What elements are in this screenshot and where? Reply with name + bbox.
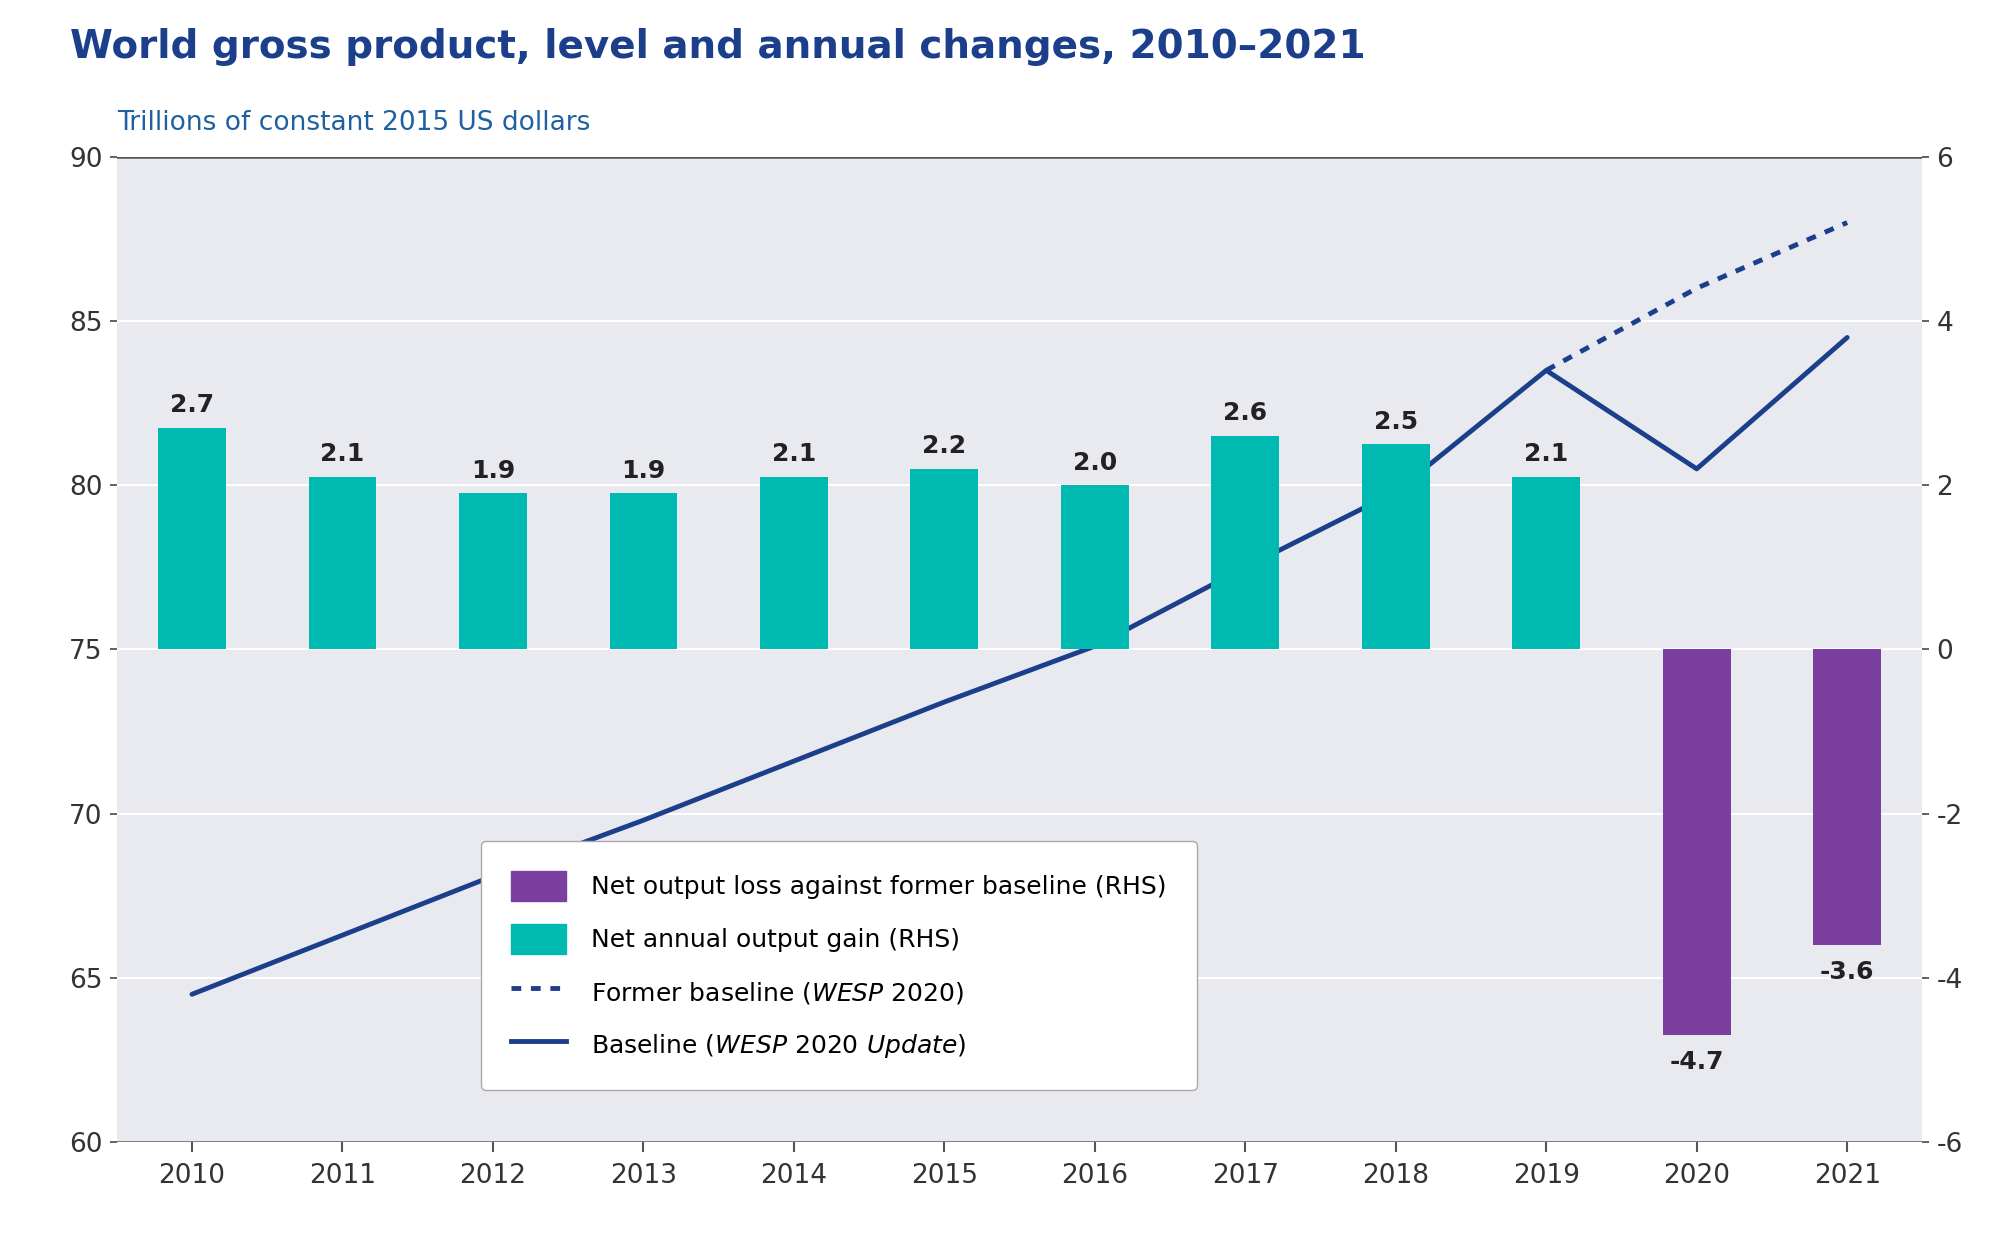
Bar [1212, 435, 1278, 650]
Bar [459, 493, 527, 650]
Text: 2.1: 2.1 [1524, 442, 1568, 467]
Text: -4.7: -4.7 [1669, 1050, 1723, 1074]
Bar [910, 469, 978, 650]
Bar [610, 493, 676, 650]
Text: 2.7: 2.7 [169, 393, 213, 417]
Text: World gross product, level and annual changes, 2010–2021: World gross product, level and annual ch… [70, 28, 1367, 65]
Text: 1.9: 1.9 [622, 459, 666, 483]
Text: 2.5: 2.5 [1373, 409, 1417, 433]
Text: 2.1: 2.1 [771, 442, 815, 467]
Bar [159, 428, 225, 650]
Bar [1061, 486, 1129, 650]
Bar [761, 477, 827, 650]
Text: 2.1: 2.1 [320, 442, 364, 467]
Text: 2.2: 2.2 [922, 434, 966, 458]
Text: 2.0: 2.0 [1073, 451, 1117, 474]
Bar [308, 477, 376, 650]
Bar [1663, 650, 1731, 1035]
Bar [1814, 650, 1880, 945]
Text: 2.6: 2.6 [1224, 402, 1268, 425]
Text: Trillions of constant 2015 US dollars: Trillions of constant 2015 US dollars [117, 110, 590, 137]
Text: 1.9: 1.9 [471, 459, 515, 483]
Bar [1363, 444, 1429, 650]
Text: -3.6: -3.6 [1820, 960, 1874, 984]
Bar [1512, 477, 1580, 650]
Legend: Net output loss against former baseline (RHS), Net annual output gain (RHS), For: Net output loss against former baseline … [481, 841, 1198, 1091]
